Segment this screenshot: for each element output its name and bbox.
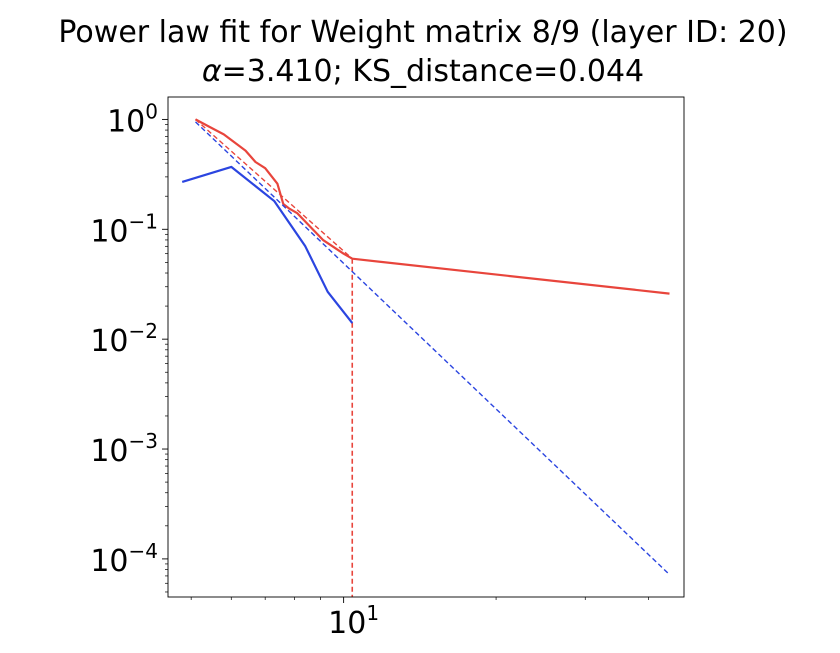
series-2-line: [181, 165, 354, 324]
series-1-line: [195, 118, 353, 260]
series-group: [181, 118, 670, 597]
y-tick-label-0: 100: [107, 99, 158, 139]
axes: 100 10−1 10−2 10−3 10−4 101: [90, 96, 685, 641]
chart-title: Power law fit for Weight matrix 8/9 (lay…: [58, 15, 788, 50]
subtitle-text: =3.410; KS_distance=0.044: [221, 54, 645, 89]
y-tick-label-2: 10−2: [90, 319, 158, 359]
plot-frame: [167, 96, 685, 598]
series-0-line: [194, 118, 670, 295]
series-3-line: [195, 121, 670, 576]
x-tick-label-0: 101: [328, 601, 379, 641]
chart-subtitle: α=3.410; KS_distance=0.044: [3, 55, 840, 89]
y-tick-label-1: 10−1: [90, 209, 158, 249]
plot-area: [181, 118, 670, 597]
y-tick-label-4: 10−4: [90, 539, 158, 579]
alpha-symbol: α: [201, 54, 222, 89]
y-tick-label-3: 10−3: [90, 429, 158, 469]
